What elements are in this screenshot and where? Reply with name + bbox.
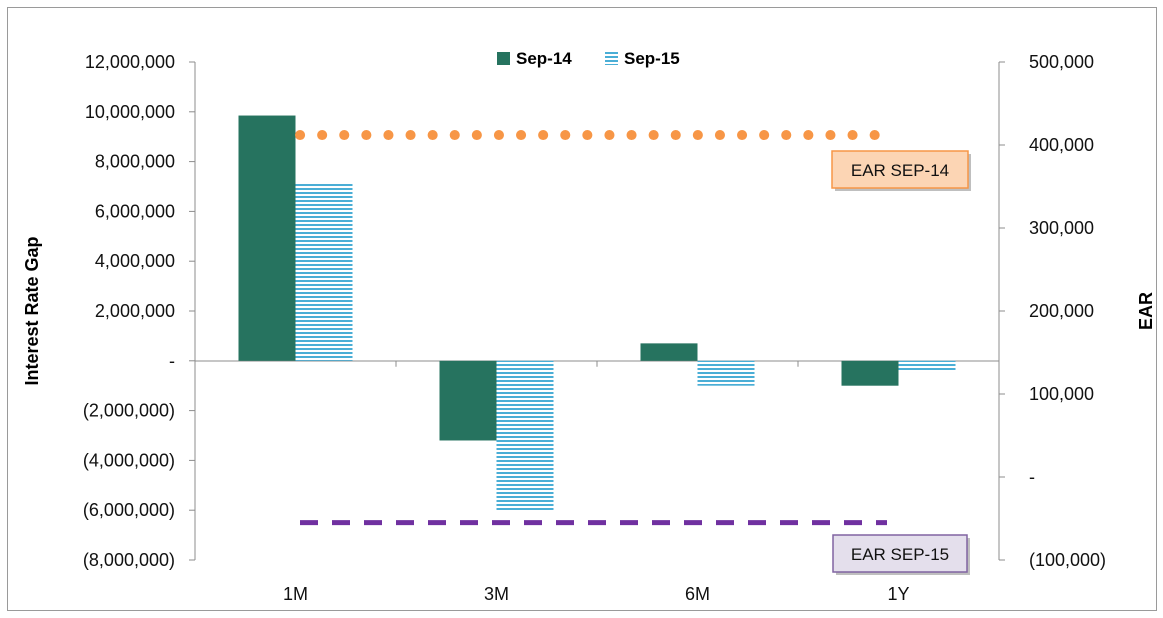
y2-axis-title: EAR: [1136, 292, 1156, 330]
label-box-ear-sep-15: [832, 534, 968, 573]
left-tick-label: 4,000,000: [95, 251, 175, 271]
bar-sep-15-1y: [898, 360, 956, 373]
left-axis-ticks: 12,000,000 10,000,000 8,000,000 6,000,000 4,…: [83, 52, 195, 570]
legend-label-sep-15: Sep-15: [624, 49, 680, 68]
x-category-label: 6M: [685, 584, 710, 604]
label-text-ear-sep-15: EAR SEP-15: [851, 545, 949, 564]
left-tick-label: 8,000,000: [95, 152, 175, 172]
bar-sep-14-1m: [238, 115, 296, 361]
legend-swatch-sep-14: [497, 52, 510, 65]
chart-frame: [7, 7, 1157, 611]
right-axis-ticks: 500,000 400,000 300,000 200,000 100,000 - (100…: [999, 52, 1106, 570]
left-tick-label: 10,000,000: [85, 102, 175, 122]
bar-sep-15-3m: [496, 360, 554, 511]
x-category-label: 3M: [484, 584, 509, 604]
x-category-label: 1Y: [887, 584, 909, 604]
right-tick-label: (100,000): [1029, 550, 1106, 570]
left-tick-label: 2,000,000: [95, 301, 175, 321]
left-tick-label: 12,000,000: [85, 52, 175, 72]
right-tick-label: 300,000: [1029, 218, 1094, 238]
x-axis-ticks: 1M 3M 6M 1Y: [283, 360, 910, 604]
legend-swatch-sep-15: [605, 52, 618, 65]
left-tick-label: -: [169, 351, 175, 371]
y-axis-title: Interest Rate Gap: [22, 236, 42, 385]
bar-sep-15-1m: [295, 184, 353, 361]
left-tick-label: (4,000,000): [83, 450, 175, 470]
bar-sep-14-3m: [439, 360, 497, 441]
left-tick-label: (2,000,000): [83, 401, 175, 421]
right-tick-label: 100,000: [1029, 384, 1094, 404]
label-box-ear-sep-14: [831, 150, 969, 189]
left-tick-label: 6,000,000: [95, 201, 175, 221]
bar-sep-14-6m: [640, 343, 698, 361]
bar-sep-15-6m: [697, 360, 755, 386]
right-tick-label: -: [1029, 467, 1035, 487]
left-tick-label: (6,000,000): [83, 500, 175, 520]
x-category-label: 1M: [283, 584, 308, 604]
label-text-ear-sep-14: EAR SEP-14: [851, 161, 949, 180]
left-tick-label: (8,000,000): [83, 550, 175, 570]
reference-lines: EAR SEP-14 EAR SEP-15: [295, 130, 971, 575]
bar-sep-14-1y: [841, 360, 899, 386]
bars: [238, 115, 956, 511]
right-tick-label: 400,000: [1029, 135, 1094, 155]
legend-label-sep-14: Sep-14: [516, 49, 572, 68]
legend: Sep-14 Sep-15: [497, 49, 680, 68]
right-tick-label: 200,000: [1029, 301, 1094, 321]
right-tick-label: 500,000: [1029, 52, 1094, 72]
